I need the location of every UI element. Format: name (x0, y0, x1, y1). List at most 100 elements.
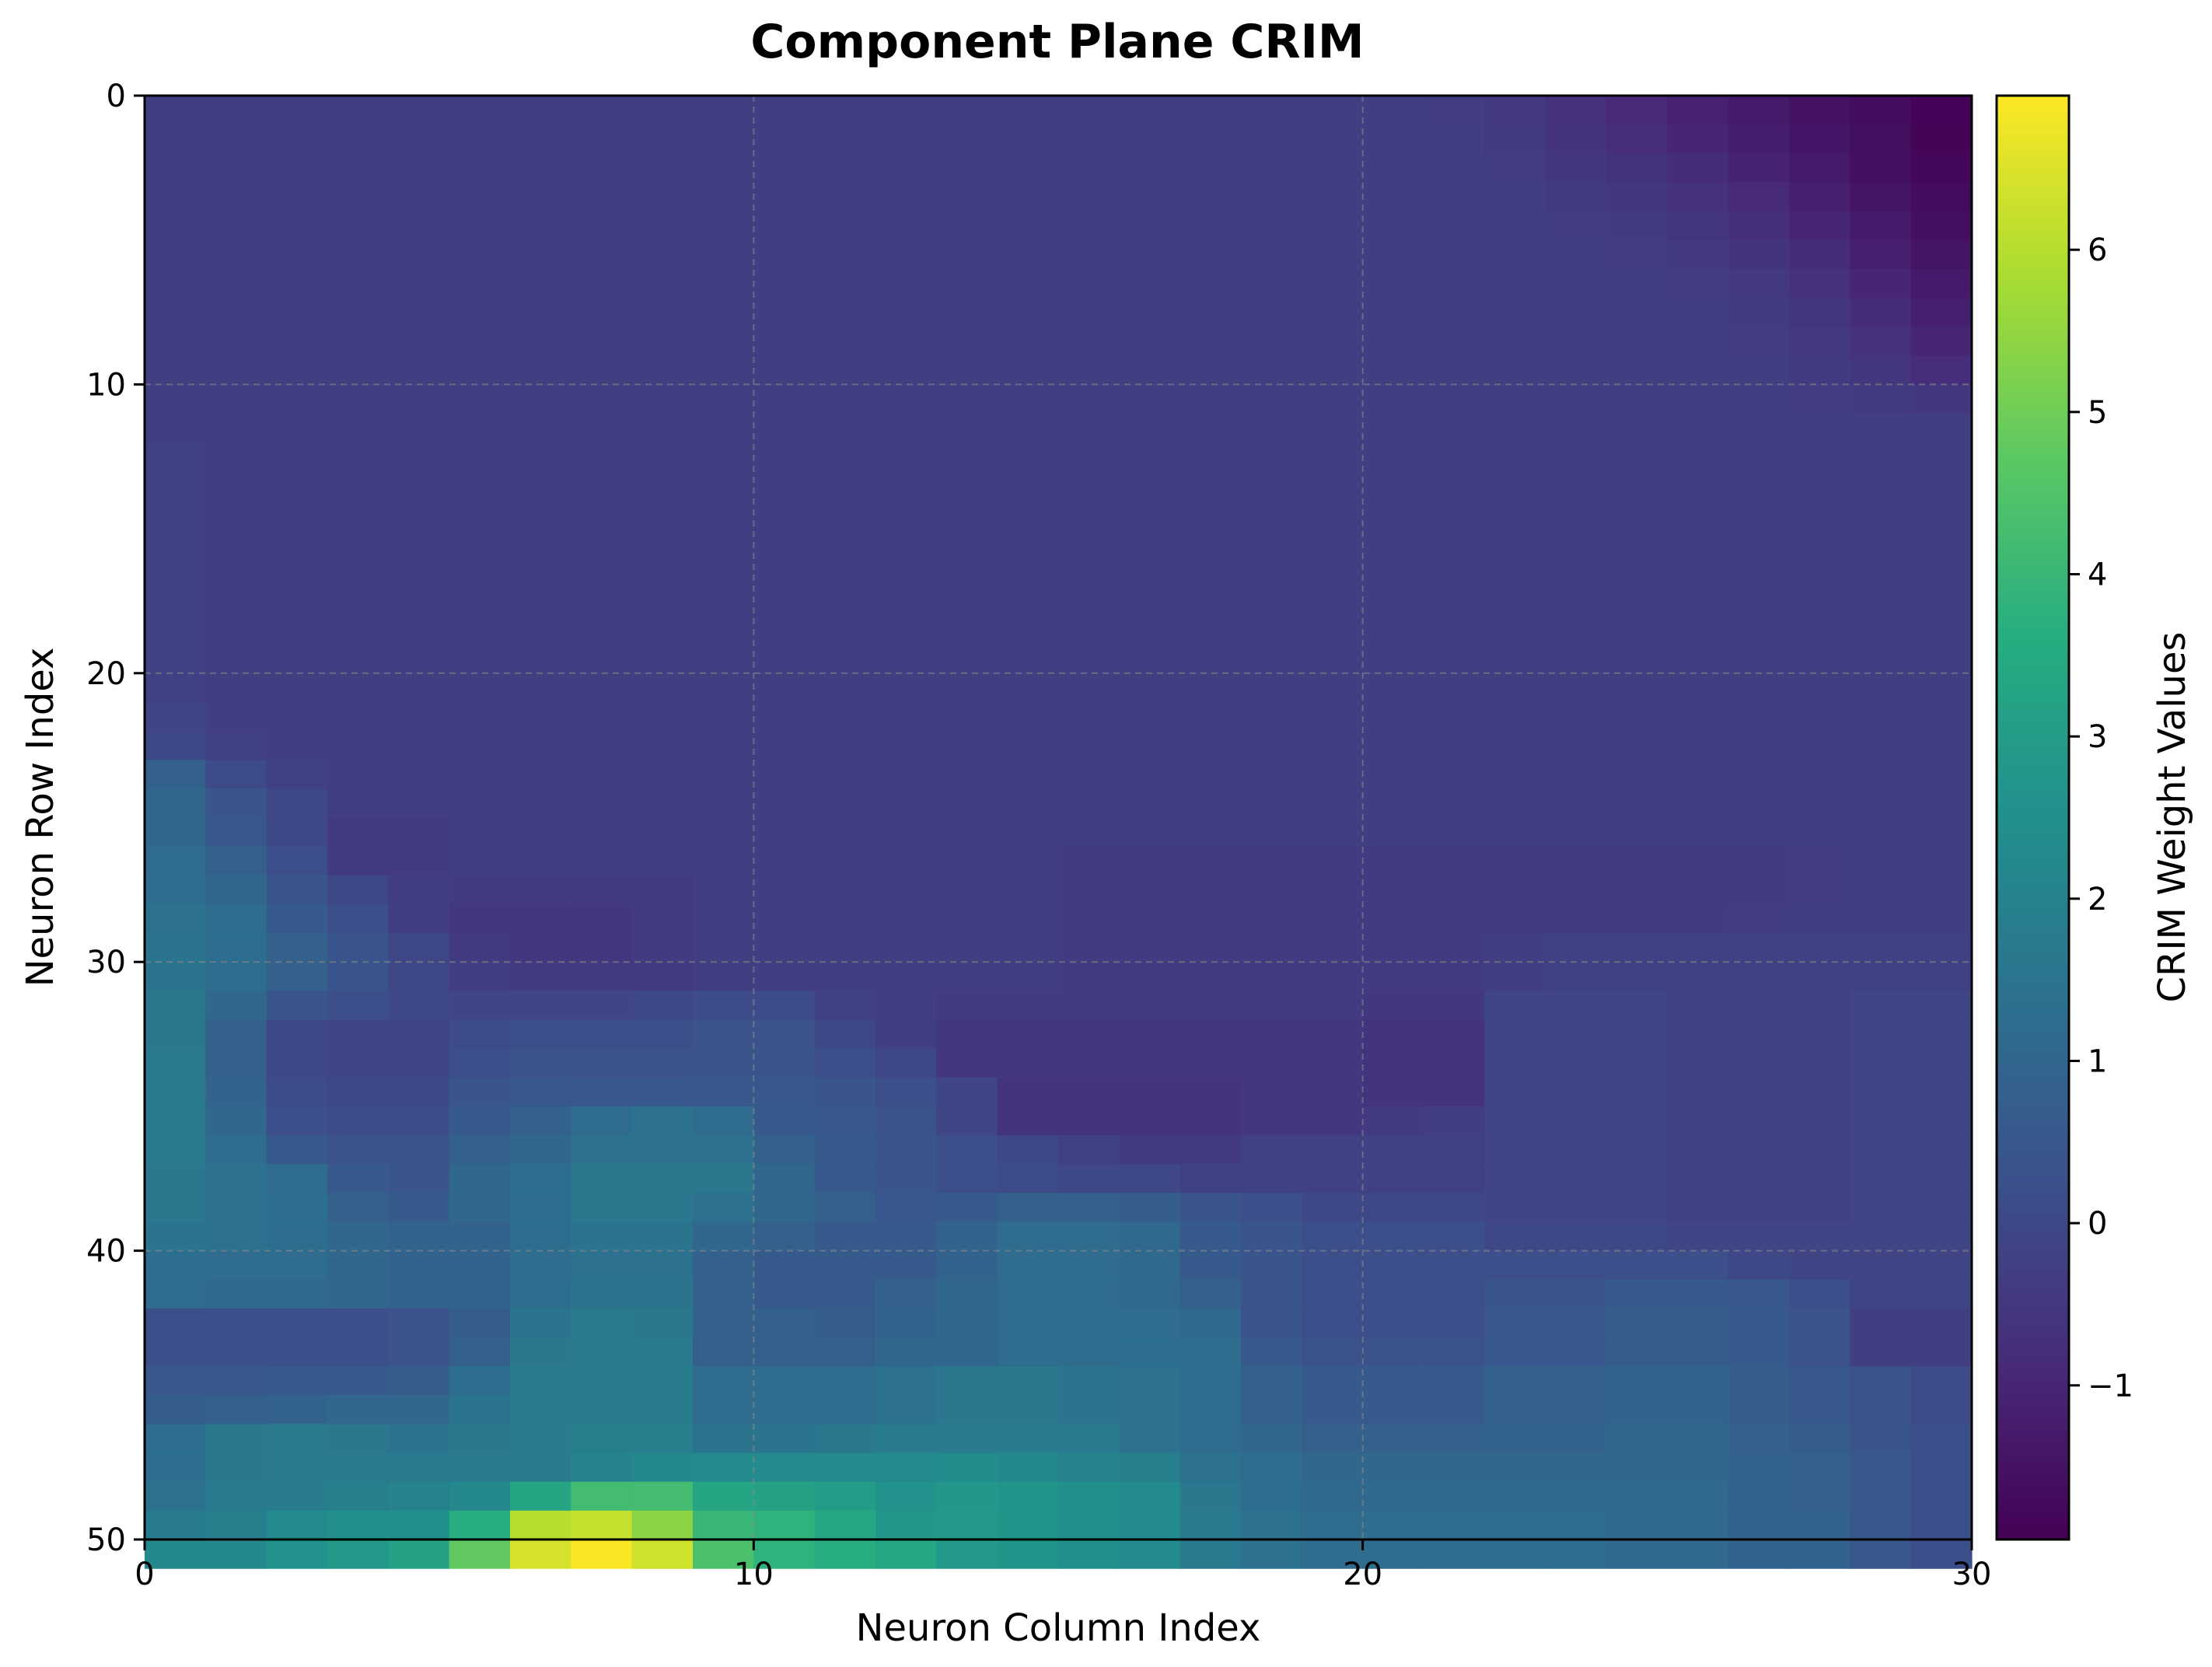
heatmap-cell (631, 211, 694, 241)
heatmap-cell (266, 586, 328, 617)
heatmap-cell (1606, 1481, 1668, 1511)
heatmap-cell (510, 933, 571, 963)
heatmap-cell (571, 1048, 633, 1078)
heatmap-cell (1667, 327, 1729, 356)
heatmap-cell (1728, 1019, 1790, 1050)
heatmap-cell (510, 1424, 571, 1454)
heatmap-cell (1058, 557, 1120, 587)
heatmap-cell (571, 1337, 633, 1367)
heatmap-cell (1484, 875, 1546, 905)
heatmap-cell (327, 644, 389, 674)
heatmap-cell (753, 903, 816, 934)
heatmap-cell (205, 991, 267, 1021)
heatmap-cell (1179, 701, 1242, 732)
heatmap-cell (1424, 182, 1485, 212)
heatmap-cell (327, 933, 389, 963)
heatmap-cell (1789, 413, 1850, 443)
heatmap-cell (266, 211, 328, 241)
heatmap-cell (449, 1481, 511, 1511)
heatmap-cell (327, 499, 389, 529)
heatmap-cell (1302, 1193, 1364, 1223)
heatmap-cell (266, 1164, 328, 1193)
heatmap-cell (327, 1395, 389, 1425)
heatmap-cell (388, 1193, 450, 1223)
heatmap-cell (631, 239, 694, 270)
heatmap-cell (571, 644, 633, 674)
heatmap-cell (875, 1048, 937, 1078)
heatmap-cell (1424, 1250, 1485, 1281)
heatmap-cell (1302, 1539, 1364, 1569)
heatmap-cell (388, 1366, 450, 1396)
heatmap-cell (327, 962, 389, 991)
heatmap-cell (571, 1510, 633, 1540)
heatmap-cell (814, 1337, 876, 1367)
heatmap-cell (1179, 1135, 1242, 1165)
heatmap-cell (1606, 1395, 1668, 1425)
heatmap-cell (571, 846, 633, 876)
heatmap-cell (1362, 1337, 1424, 1367)
heatmap-cell (1850, 1337, 1912, 1367)
heatmap-cell (1058, 788, 1120, 819)
heatmap-cell (449, 1279, 511, 1309)
heatmap-cell (1667, 1481, 1729, 1511)
heatmap-cell (753, 1366, 816, 1396)
heatmap-cell (1302, 1366, 1364, 1396)
heatmap-cell (1424, 1048, 1485, 1078)
heatmap-cell (388, 124, 450, 154)
heatmap-cell (753, 673, 816, 703)
heatmap-cell (1728, 239, 1790, 270)
heatmap-cell (388, 1135, 450, 1165)
heatmap-cell (1484, 1019, 1546, 1050)
heatmap-cell (1362, 327, 1424, 356)
heatmap-cell (205, 1106, 267, 1136)
heatmap-cell (1302, 644, 1364, 674)
heatmap-cell (997, 760, 1059, 789)
heatmap-cell (1241, 499, 1302, 529)
heatmap-cell (1667, 1164, 1729, 1193)
heatmap-cell (1667, 1193, 1729, 1223)
colorbar-tick-label: 0 (2088, 1206, 2107, 1242)
heatmap-cell (936, 1221, 998, 1252)
heatmap-cell (205, 1135, 267, 1165)
heatmap-cell (814, 1221, 876, 1252)
heatmap-cell (1424, 933, 1485, 963)
heatmap-cell (1302, 355, 1364, 385)
heatmap-cell (449, 1221, 511, 1252)
heatmap-cell (814, 731, 876, 760)
heatmap-cell (1424, 615, 1485, 645)
heatmap-cell (1362, 297, 1424, 327)
heatmap-cell (205, 1395, 267, 1425)
heatmap-cell (145, 673, 206, 703)
heatmap-cell (1058, 153, 1120, 183)
heatmap-cell (875, 673, 937, 703)
heatmap-cell (1606, 644, 1668, 674)
heatmap-cell (449, 211, 511, 241)
heatmap-cell (388, 673, 450, 703)
heatmap-cell (1728, 1048, 1790, 1078)
heatmap-cell (327, 239, 389, 270)
heatmap-cell (631, 384, 694, 414)
heatmap-cell (1910, 1337, 1973, 1367)
heatmap-cell (1606, 1019, 1668, 1050)
heatmap-cell (997, 615, 1059, 645)
heatmap-cell (1241, 1366, 1302, 1396)
heatmap-cell (1606, 1250, 1668, 1281)
heatmap-cell (1850, 442, 1912, 472)
heatmap-cell (327, 788, 389, 819)
heatmap-cell (1789, 1481, 1850, 1511)
heatmap-cell (997, 1106, 1059, 1136)
heatmap-cell (1302, 1510, 1364, 1540)
heatmap-cell (1484, 1048, 1546, 1078)
heatmap-cell (631, 557, 694, 587)
heatmap-cell (205, 297, 267, 327)
heatmap-cell (997, 1077, 1059, 1107)
heatmap-cell (1910, 1193, 1973, 1223)
heatmap-cell (571, 529, 633, 558)
heatmap-cell (510, 760, 571, 789)
heatmap-cell (1362, 1279, 1424, 1309)
heatmap-cell (1545, 153, 1607, 183)
heatmap-cell (388, 586, 450, 617)
heatmap-cell (1850, 615, 1912, 645)
heatmap-cell (510, 1164, 571, 1193)
heatmap-cell (205, 962, 267, 991)
